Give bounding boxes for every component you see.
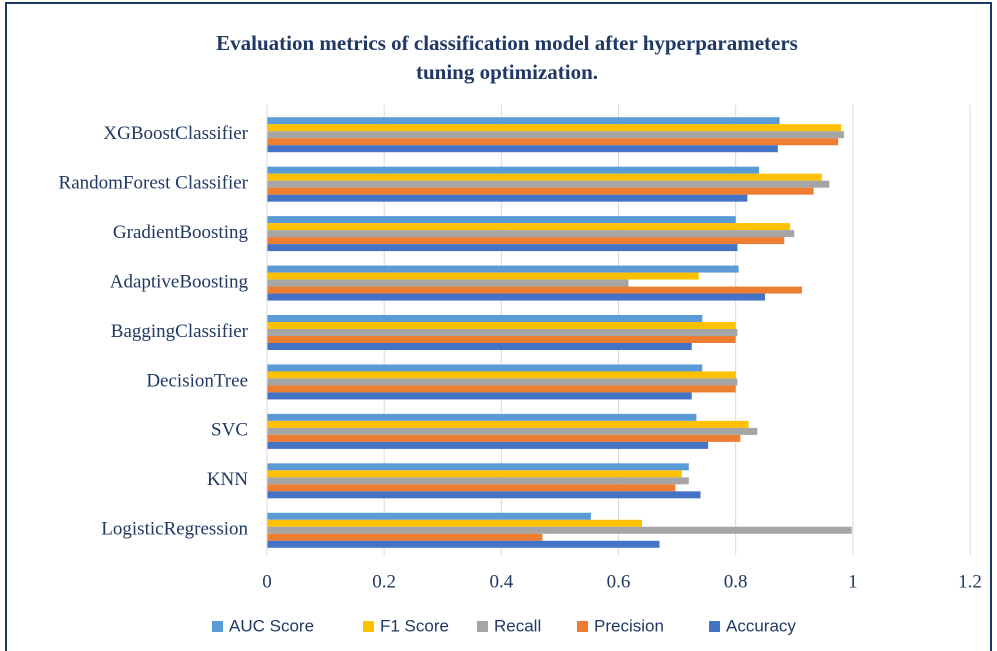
bar [267,194,748,202]
chart-title: Evaluation metrics of classification mod… [216,31,798,55]
bar [267,519,642,527]
legend-swatch [363,621,374,632]
legend-swatch [577,621,588,632]
y-tick-label: XGBoostClassifier [103,123,248,144]
bar [267,187,814,195]
bar [267,491,701,499]
bar [267,166,760,174]
bar [267,138,839,146]
bar [267,540,660,548]
bar [267,463,689,471]
bar [267,180,830,188]
bar [267,512,591,520]
x-tick-label: 1 [848,571,858,592]
bar [267,237,785,245]
legend-swatch [477,621,488,632]
bar [267,293,765,301]
legend-swatch [212,621,223,632]
bar [267,392,692,400]
bar [267,343,692,350]
bar [267,533,543,541]
y-tick-label: LogisticRegression [101,519,248,540]
y-tick-label: KNN [207,469,248,490]
y-tick-label: DecisionTree [146,370,248,391]
bar [267,145,778,153]
bar [267,526,852,534]
bar [267,216,736,224]
bar [267,470,682,478]
bar [267,441,709,449]
legend-label: F1 Score [380,616,449,635]
bar [267,385,736,393]
legend-label: Accuracy [726,616,796,635]
y-tick-label: SVC [211,420,248,441]
bar [267,434,741,442]
y-tick-label: RandomForest Classifier [59,173,249,194]
bar [267,420,749,428]
bar [267,279,629,287]
legend-label: Precision [594,616,664,635]
bar [267,286,802,294]
x-tick-label: 0.4 [489,571,513,592]
bar [267,223,791,231]
bar [267,272,699,280]
bar [267,484,676,492]
x-tick-label: 0.8 [724,571,748,592]
bar [267,230,795,238]
x-tick-label: 0.2 [372,571,396,592]
bar [267,329,738,336]
bar [267,371,736,379]
bar [267,173,822,181]
bar [267,413,697,421]
legend-label: Recall [494,616,541,635]
chart-title: tuning optimization. [416,60,598,84]
y-tick-label: GradientBoosting [113,222,249,243]
x-tick-label: 0.6 [607,571,631,592]
bar [267,336,736,343]
bar [267,322,736,329]
y-tick-label: BaggingClassifier [111,321,249,342]
bar [267,117,780,125]
bar [267,131,845,139]
bar [267,427,758,435]
y-tick-label: AdaptiveBoosting [110,271,249,292]
bar [267,315,703,322]
x-tick-label: 1.2 [958,571,982,592]
bar [267,364,703,372]
legend-label: AUC Score [229,616,314,635]
bar [267,244,738,252]
bar [267,378,738,386]
legend-swatch [709,621,720,632]
bar [267,477,689,485]
bar [267,265,739,273]
x-tick-label: 0 [262,571,272,592]
bar [267,124,842,132]
